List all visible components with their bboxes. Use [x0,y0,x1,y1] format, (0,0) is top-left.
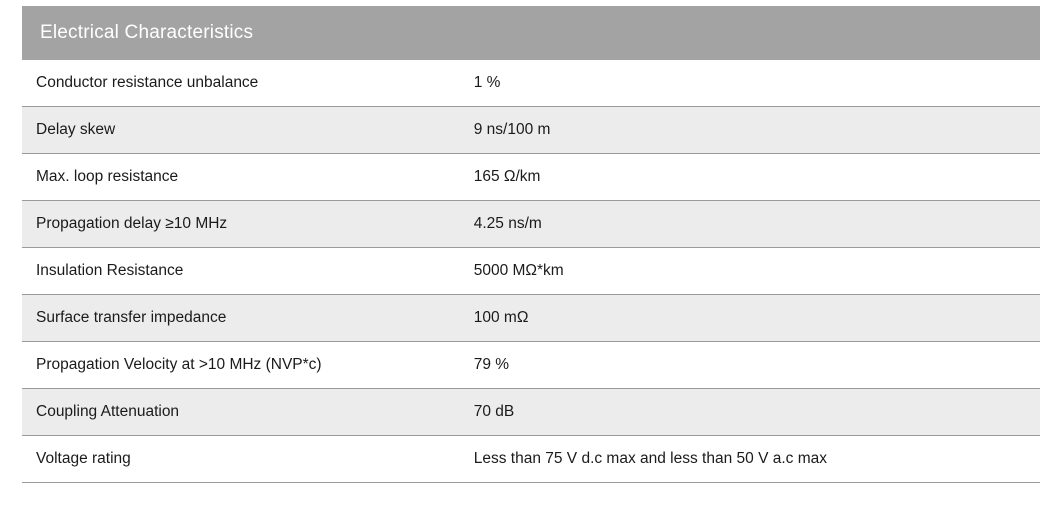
spec-value: 70 dB [460,389,1040,436]
table-row: Conductor resistance unbalance 1 % [22,60,1040,107]
spec-value: 9 ns/100 m [460,107,1040,154]
spec-value: 1 % [460,60,1040,107]
table-row: Coupling Attenuation 70 dB [22,389,1040,436]
spec-value: 165 Ω/km [460,154,1040,201]
spec-label: Voltage rating [22,436,460,483]
table-row: Propagation Velocity at >10 MHz (NVP*c) … [22,342,1040,389]
spec-label: Propagation delay ≥10 MHz [22,201,460,248]
spec-label: Coupling Attenuation [22,389,460,436]
table-row: Propagation delay ≥10 MHz 4.25 ns/m [22,201,1040,248]
spec-value: Less than 75 V d.c max and less than 50 … [460,436,1040,483]
spec-value: 100 mΩ [460,295,1040,342]
spec-value: 5000 MΩ*km [460,248,1040,295]
spec-label: Surface transfer impedance [22,295,460,342]
table-row: Voltage rating Less than 75 V d.c max an… [22,436,1040,483]
spec-label: Max. loop resistance [22,154,460,201]
panel-title: Electrical Characteristics [22,6,1040,60]
table-row: Insulation Resistance 5000 MΩ*km [22,248,1040,295]
table-row: Max. loop resistance 165 Ω/km [22,154,1040,201]
spec-value: 79 % [460,342,1040,389]
spec-label: Propagation Velocity at >10 MHz (NVP*c) [22,342,460,389]
electrical-characteristics-panel: Electrical Characteristics Conductor res… [22,6,1040,483]
table-row: Surface transfer impedance 100 mΩ [22,295,1040,342]
table-row: Delay skew 9 ns/100 m [22,107,1040,154]
page-root: Electrical Characteristics Conductor res… [0,0,1062,489]
spec-value: 4.25 ns/m [460,201,1040,248]
spec-label: Delay skew [22,107,460,154]
spec-label: Conductor resistance unbalance [22,60,460,107]
spec-table: Conductor resistance unbalance 1 % Delay… [22,60,1040,483]
spec-label: Insulation Resistance [22,248,460,295]
